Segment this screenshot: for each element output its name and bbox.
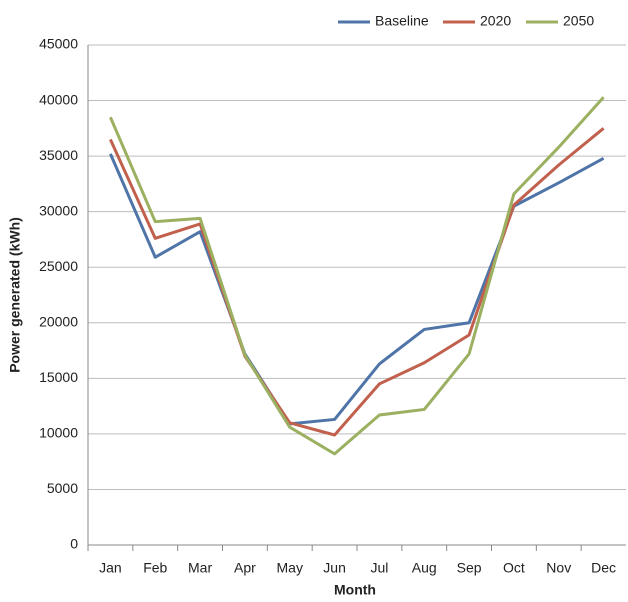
y-tick-label: 45000 bbox=[39, 36, 78, 52]
x-tick-label: Aug bbox=[412, 560, 437, 576]
x-tick-label: May bbox=[277, 560, 303, 576]
y-tick-label: 35000 bbox=[39, 147, 78, 163]
y-axis-label: Power generated (kWh) bbox=[7, 217, 23, 373]
x-axis-label: Month bbox=[334, 582, 376, 598]
series-line bbox=[109, 127, 605, 437]
y-tick-label: 5000 bbox=[47, 480, 78, 496]
y-tick-label: 30000 bbox=[39, 202, 78, 218]
x-tick-label: Apr bbox=[234, 560, 256, 576]
x-tick-label: Sep bbox=[457, 560, 482, 576]
legend-label: 2020 bbox=[480, 13, 511, 29]
series-line bbox=[109, 96, 605, 456]
x-tick-label: Dec bbox=[591, 560, 616, 576]
x-tick-label: Nov bbox=[546, 560, 571, 576]
x-tick-label: Oct bbox=[503, 560, 525, 576]
x-tick-label: Mar bbox=[188, 560, 212, 576]
x-tick-label: Jun bbox=[323, 560, 346, 576]
x-tick-label: Feb bbox=[143, 560, 167, 576]
x-tick-label: Jan bbox=[99, 560, 122, 576]
y-tick-label: 0 bbox=[70, 536, 78, 552]
y-tick-label: 20000 bbox=[39, 313, 78, 329]
y-tick-label: 25000 bbox=[39, 258, 78, 274]
y-tick-label: 40000 bbox=[39, 91, 78, 107]
legend-label: Baseline bbox=[375, 13, 429, 29]
series-line bbox=[109, 153, 605, 426]
legend-label: 2050 bbox=[563, 13, 594, 29]
y-tick-label: 15000 bbox=[39, 369, 78, 385]
y-tick-label: 10000 bbox=[39, 425, 78, 441]
x-tick-label: Jul bbox=[370, 560, 388, 576]
